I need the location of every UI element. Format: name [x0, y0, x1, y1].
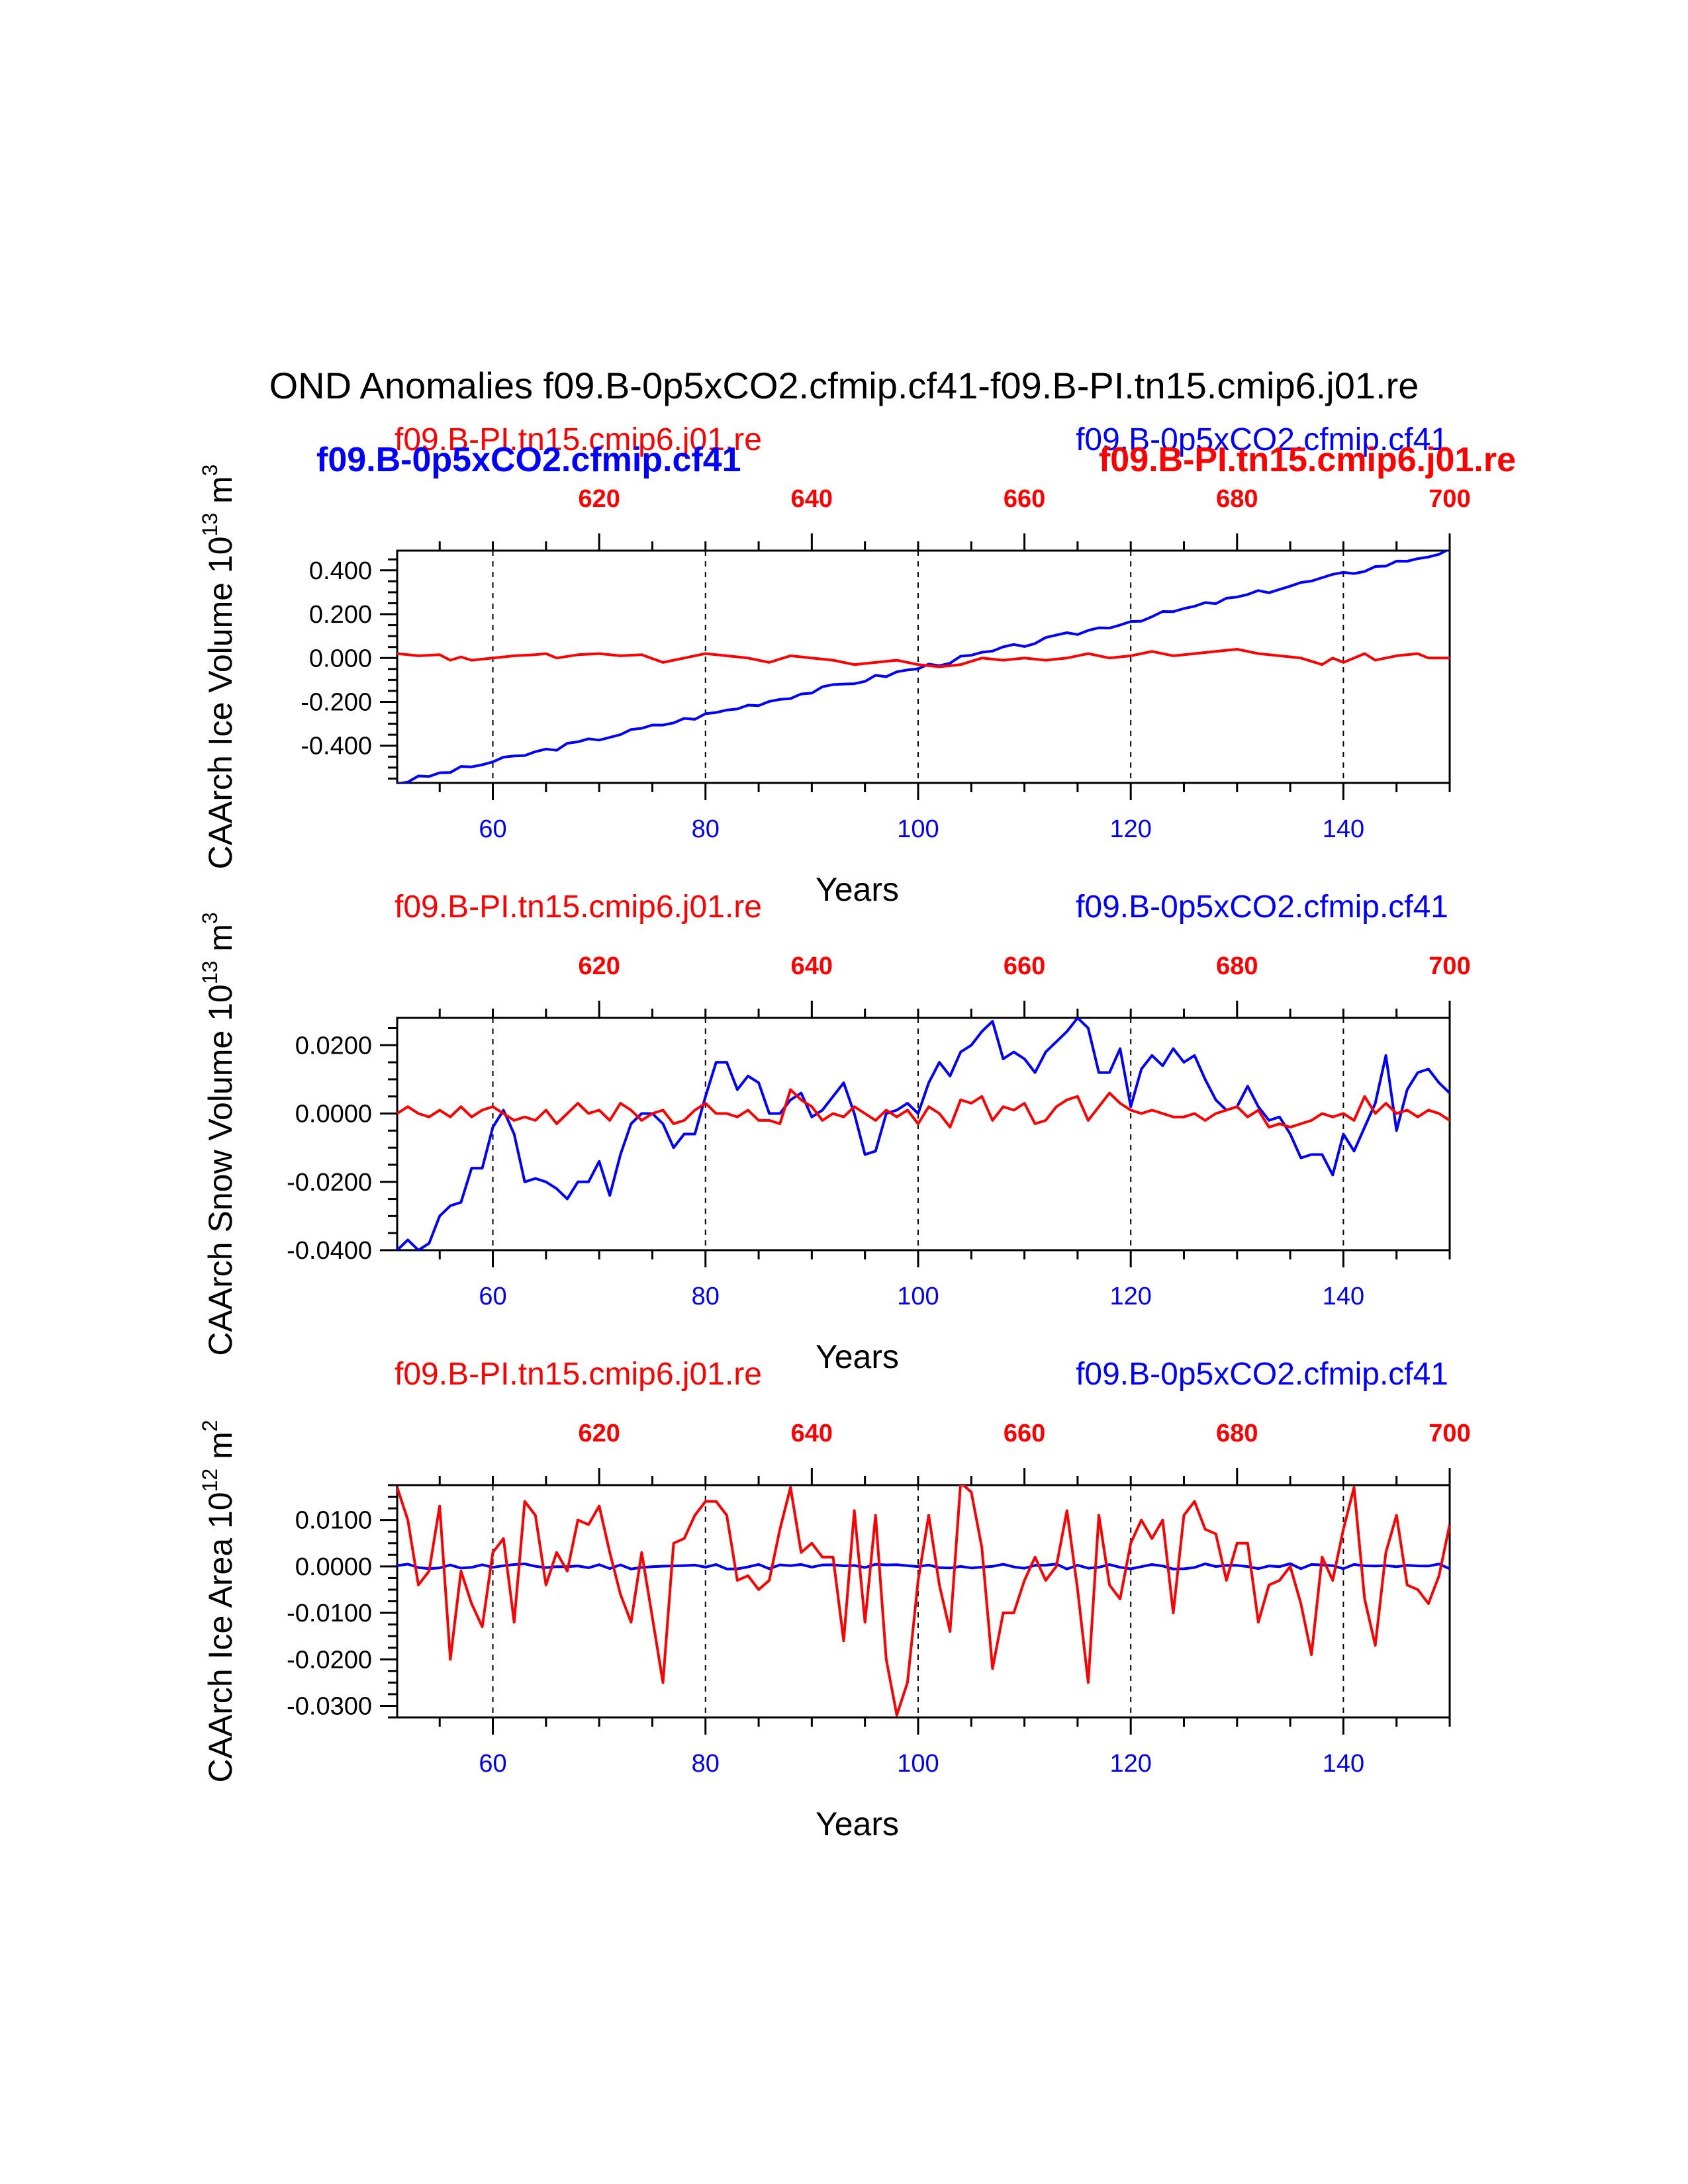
figure-title: OND Anomalies f09.B-0p5xCO2.cfmip.cf41-f… — [269, 365, 1419, 406]
y-tick-label: 0.000 — [309, 645, 372, 672]
x2-tick-label: 660 — [1004, 1420, 1045, 1447]
red-case-label: f09.B-PI.tn15.cmip6.j01.re — [395, 1357, 762, 1392]
series-line-blue — [397, 551, 1449, 783]
series-line-blue — [397, 1562, 1450, 1570]
x-tick-label: 100 — [897, 815, 939, 843]
y-tick-label: 0.0200 — [295, 1032, 372, 1060]
x-axis-label: Years — [816, 1338, 899, 1375]
y-tick-label: -0.200 — [301, 688, 372, 716]
y-tick-label: -0.400 — [301, 733, 372, 760]
y-axis-label: CAArch Ice Volume 1013 m3 — [198, 465, 239, 870]
panel-ice-volume: 60 80 100 120 140 620 640 660 680 700 -0.400 -0.200… — [198, 422, 1516, 908]
series-line-red — [397, 1485, 1450, 1717]
x-tick-label: 80 — [692, 1283, 720, 1310]
y-axis-label: CAArch Ice Area 1012 m2 — [198, 1420, 239, 1782]
x2-tick-label: 640 — [791, 1420, 833, 1447]
panels: 60 80 100 120 140 620 640 660 680 700 -0.400 -0.200… — [198, 422, 1516, 1843]
x-tick-label: 120 — [1109, 815, 1151, 843]
plot-frame — [396, 549, 1451, 784]
x-tick-label: 120 — [1109, 1750, 1151, 1778]
x-tick-label: 100 — [897, 1750, 939, 1778]
blue-case-label: f09.B-0p5xCO2.cfmip.cf41 — [1076, 1357, 1448, 1392]
x-tick-label: 140 — [1323, 1750, 1364, 1778]
x2-tick-label: 680 — [1216, 1420, 1258, 1447]
x-tick-label: 140 — [1323, 1283, 1364, 1310]
x-tick-label: 140 — [1323, 815, 1364, 843]
x-axis-label: Years — [816, 871, 899, 908]
x2-tick-label: 700 — [1429, 1420, 1470, 1447]
red-case-label: f09.B-PI.tn15.cmip6.j01.re — [395, 422, 762, 457]
y-tick-label: -0.0300 — [287, 1692, 372, 1720]
x2-tick-label: 700 — [1429, 952, 1470, 980]
x2-tick-label: 680 — [1216, 952, 1258, 980]
blue-case-label: f09.B-0p5xCO2.cfmip.cf41 — [1076, 422, 1448, 457]
x-tick-label: 60 — [479, 815, 506, 843]
series-line-red — [397, 1088, 1450, 1129]
x-tick-label: 80 — [692, 815, 720, 843]
plot-frame — [396, 1484, 1451, 1719]
x-tick-label: 100 — [897, 1283, 939, 1310]
x2-tick-label: 660 — [1004, 485, 1045, 513]
series-line-blue — [397, 1018, 1450, 1250]
red-case-label: f09.B-PI.tn15.cmip6.j01.re — [395, 889, 762, 925]
y-tick-label: -0.0200 — [287, 1169, 372, 1197]
plot-frame — [396, 1017, 1451, 1251]
y-tick-label: 0.0000 — [295, 1553, 372, 1581]
x-tick-label: 80 — [692, 1750, 720, 1778]
x2-tick-label: 680 — [1216, 485, 1258, 513]
y-axis-label: CAArch Snow Volume 1013 m3 — [198, 912, 239, 1355]
blue-case-bold-label: f09.B-0p5xCO2.cfmip.cf41 — [316, 441, 741, 479]
panel-ice-area: 60 80 100 120 140 620 640 660 680 700 -0.0300 -0.02… — [198, 1357, 1471, 1843]
blue-case-label: f09.B-0p5xCO2.cfmip.cf41 — [1076, 889, 1448, 925]
x2-tick-label: 640 — [791, 485, 833, 513]
panel-snow-volume: 60 80 100 120 140 620 640 660 680 700 -0.0400 -0.02… — [198, 889, 1471, 1375]
y-tick-label: -0.0400 — [287, 1237, 372, 1265]
x-tick-label: 120 — [1109, 1283, 1151, 1310]
y-tick-label: 0.0000 — [295, 1101, 372, 1128]
x2-tick-label: 700 — [1429, 485, 1470, 513]
y-tick-label: -0.0200 — [287, 1646, 372, 1674]
x-tick-label: 60 — [479, 1283, 506, 1310]
x2-tick-label: 640 — [791, 952, 833, 980]
series-line-red — [397, 648, 1450, 668]
y-tick-label: 0.400 — [309, 557, 372, 585]
x-tick-label: 60 — [479, 1750, 506, 1778]
y-tick-label: 0.0100 — [295, 1507, 372, 1535]
x-axis-label: Years — [816, 1805, 899, 1843]
x2-tick-label: 620 — [578, 1420, 620, 1447]
x2-tick-label: 620 — [578, 485, 620, 513]
red-case-bold-label: f09.B-PI.tn15.cmip6.j01.re — [1099, 441, 1516, 479]
x2-tick-label: 660 — [1004, 952, 1045, 980]
y-tick-label: 0.200 — [309, 601, 372, 629]
x2-tick-label: 620 — [578, 952, 620, 980]
y-tick-label: -0.0100 — [287, 1600, 372, 1627]
